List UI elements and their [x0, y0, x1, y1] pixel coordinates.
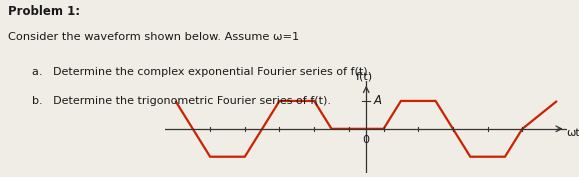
Text: a.   Determine the complex exponential Fourier series of f(t).: a. Determine the complex exponential Fou…: [32, 67, 371, 77]
Text: Problem 1:: Problem 1:: [8, 5, 80, 18]
Text: 0: 0: [362, 135, 370, 145]
Text: b.   Determine the trigonometric Fourier series of f(t).: b. Determine the trigonometric Fourier s…: [32, 96, 331, 105]
Text: A: A: [374, 95, 382, 107]
Text: ωt: ωt: [567, 128, 579, 138]
Text: f(t): f(t): [356, 72, 373, 82]
Text: Consider the waveform shown below. Assume ω=1: Consider the waveform shown below. Assum…: [8, 32, 299, 42]
